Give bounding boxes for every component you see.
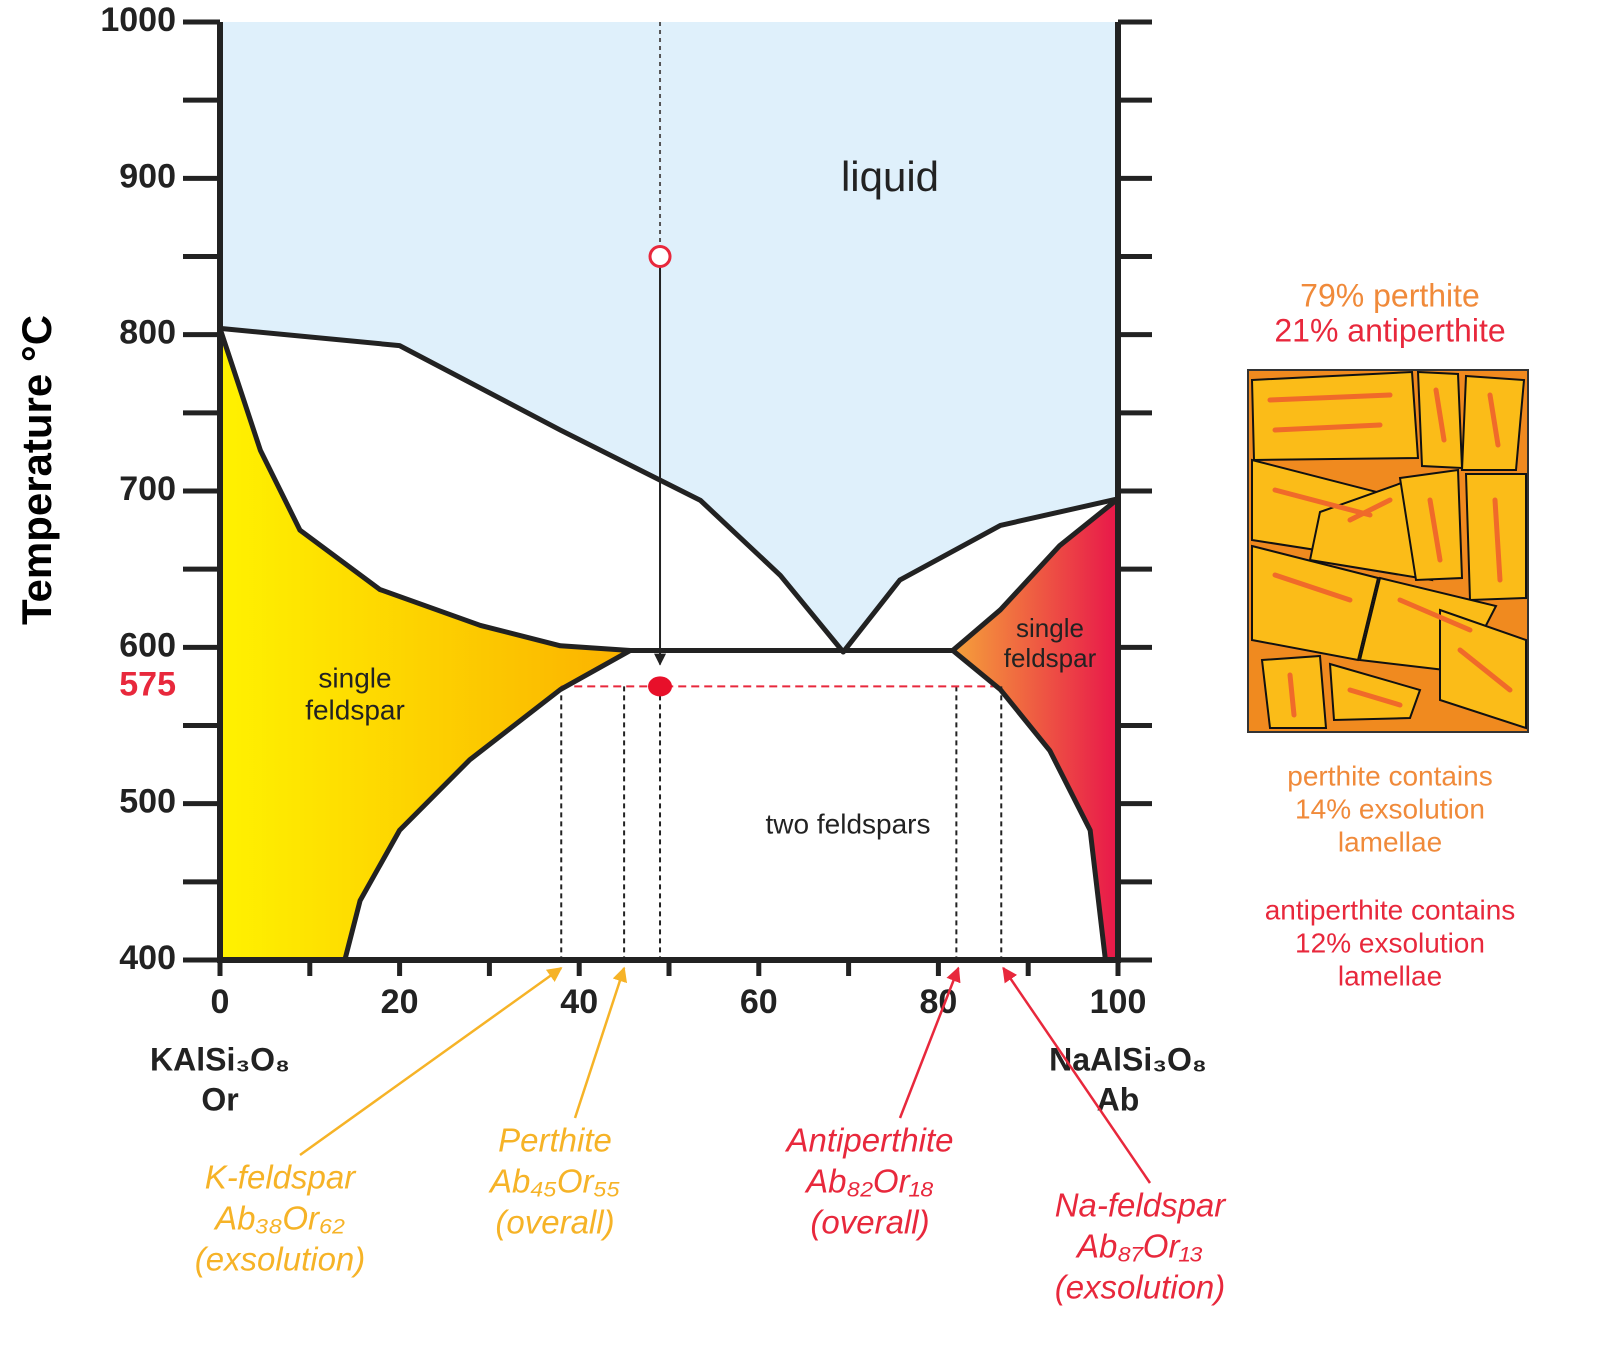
region-label: single	[1016, 613, 1084, 643]
cooling-point	[648, 676, 673, 697]
phase-boundary	[342, 648, 632, 961]
composition-label: (overall)	[495, 1204, 614, 1241]
y-tick-label: 900	[119, 157, 176, 195]
start-point	[648, 245, 672, 268]
note-text: 12% exsolution	[1295, 927, 1485, 958]
k-feldspar-region	[220, 328, 631, 960]
phase-boundary	[217, 327, 1120, 653]
composition-arrow	[299, 966, 563, 1157]
composition-arrow	[898, 966, 961, 1119]
composition-label: (exsolution)	[1055, 1269, 1226, 1306]
composition-label: Antiperthite	[785, 1122, 954, 1159]
plot-area	[217, 22, 1120, 961]
composition-label: Ab₈₇Or₁₃	[1075, 1228, 1203, 1265]
x-tick-label: 20	[381, 983, 419, 1021]
y-axis-label: Temperature °C	[13, 315, 60, 625]
composition-arrow	[573, 966, 628, 1119]
note-text: antiperthite contains	[1265, 894, 1516, 925]
region-label: two feldspars	[766, 808, 931, 839]
y-tick-label: 600	[119, 626, 176, 664]
y-tick-label: 400	[119, 939, 176, 977]
composition-arrow	[1002, 966, 1152, 1184]
note-text: perthite contains	[1287, 760, 1492, 791]
endmember-label: Or	[201, 1081, 238, 1117]
x-tick-label: 60	[740, 983, 778, 1021]
region-label: single	[318, 662, 391, 693]
texture-image	[1247, 369, 1529, 733]
note-text: 21% antiperthite	[1274, 312, 1505, 348]
endmember-label: NaAlSi₃O₈	[1049, 1041, 1207, 1077]
composition-label: (overall)	[810, 1204, 929, 1241]
y-tick-label: 800	[119, 314, 176, 352]
x-tick-label: 100	[1090, 983, 1147, 1021]
highlight-tick-label: 575	[119, 665, 176, 703]
note-text: 14% exsolution	[1295, 793, 1485, 824]
region-label: feldspar	[1004, 643, 1097, 673]
note-text: 79% perthite	[1300, 277, 1480, 313]
note-text: lamellae	[1338, 826, 1442, 857]
y-tick-label: 500	[119, 783, 176, 821]
x-tick-label: 0	[211, 983, 230, 1021]
composition-label: Ab₈₂Or₁₈	[804, 1163, 934, 1200]
composition-label: Ab₄₅Or₅₅	[488, 1163, 620, 1200]
composition-label: Perthite	[498, 1122, 612, 1159]
composition-label: Na-feldspar	[1055, 1187, 1228, 1224]
phase-boundary	[219, 325, 1119, 655]
y-tick-label: 700	[119, 470, 176, 508]
composition-label: (exsolution)	[195, 1241, 366, 1278]
note-text: lamellae	[1338, 960, 1442, 991]
x-tick-label: 40	[560, 983, 598, 1021]
endmember-label: KAlSi₃O₈	[150, 1041, 290, 1077]
region-label: liquid	[841, 153, 939, 200]
region-label: feldspar	[305, 694, 405, 725]
composition-label: Ab₃₈Or₆₂	[213, 1200, 345, 1237]
endmember-label: Ab	[1097, 1081, 1140, 1117]
liquid-region	[220, 22, 1118, 653]
composition-label: K-feldspar	[205, 1159, 357, 1196]
y-tick-label: 1000	[100, 1, 176, 39]
phase-boundary	[951, 648, 1108, 961]
